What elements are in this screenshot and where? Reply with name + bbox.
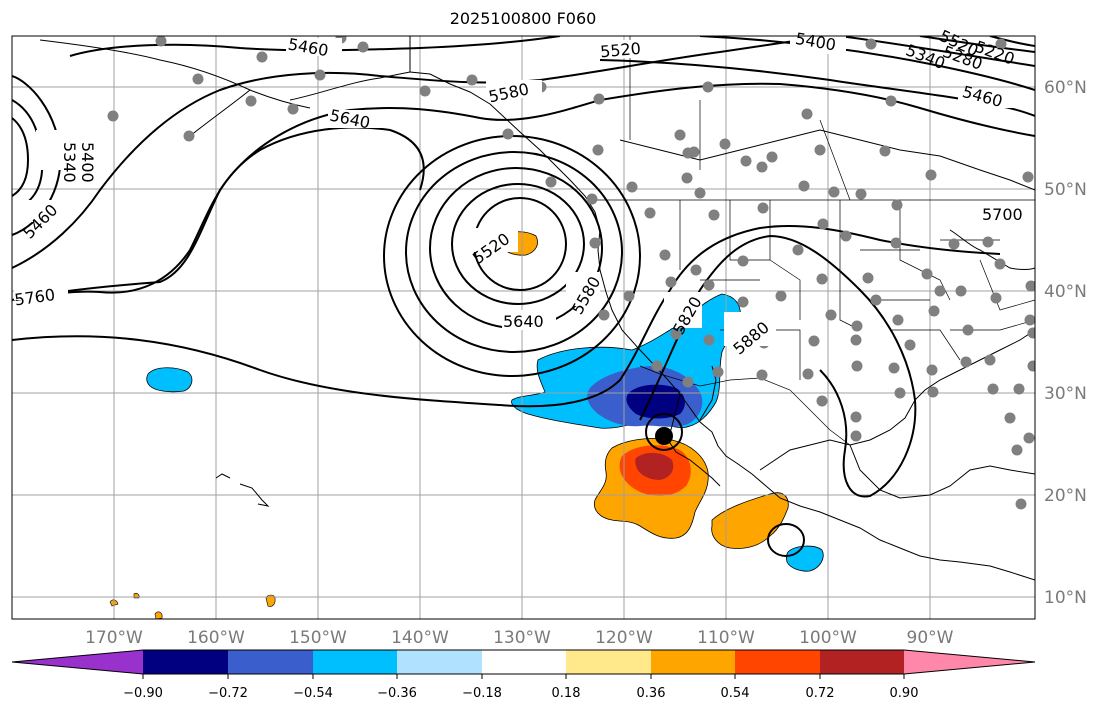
colorbar-extend-high: [904, 650, 1035, 674]
coastlines: [39, 36, 1035, 581]
station-markers: [107, 36, 1035, 510]
colorbar-tick-label: −0.36: [377, 686, 417, 701]
lat-label: 30°N: [1044, 384, 1087, 404]
colorbar-tick-label: 0.36: [637, 686, 666, 701]
lat-label: 50°N: [1044, 180, 1087, 200]
lon-label: 140°W: [391, 628, 449, 648]
latitude-labels: 60°N 50°N 40°N 30°N 20°N 10°N: [1044, 78, 1087, 608]
contour-label: 5340: [60, 142, 79, 183]
map-title: 2025100800 F060: [449, 9, 597, 28]
colorbar-tick-label: −0.72: [208, 686, 248, 701]
negative-anomaly-small-2: [785, 545, 824, 572]
lon-label: 100°W: [799, 628, 857, 648]
lat-label: 20°N: [1044, 486, 1087, 506]
colorbar: −0.90 −0.72 −0.54 −0.36 −0.18 0.18 0.36 …: [11, 649, 1036, 701]
lat-label: 10°N: [1044, 588, 1087, 608]
colorbar-segment: [143, 650, 228, 674]
colorbar-segment: [651, 650, 735, 674]
lat-label: 40°N: [1044, 282, 1087, 302]
colorbar-segment: [482, 650, 566, 674]
contour-label: 5700: [982, 205, 1023, 224]
positive-anomaly-tiny-1: [265, 594, 276, 607]
positive-anomaly-tiny-4: [154, 611, 163, 619]
colorbar-tick-label: 0.18: [552, 686, 581, 701]
colorbar-tick-label: −0.18: [462, 686, 502, 701]
lon-label: 130°W: [493, 628, 551, 648]
colorbar-segment: [820, 650, 904, 674]
colorbar-tick-label: 0.72: [806, 686, 835, 701]
lat-label: 60°N: [1044, 78, 1087, 98]
colorbar-tick-label: −0.54: [293, 686, 333, 701]
colorbar-extend-low: [12, 650, 143, 674]
colorbar-segment: [735, 650, 820, 674]
colorbar-segment: [397, 650, 482, 674]
colorbar-segment: [228, 650, 313, 674]
positive-anomaly-core-2: [635, 452, 674, 480]
contour-label: 5520: [599, 39, 641, 61]
longitude-labels: 170°W 160°W 150°W 140°W 130°W 120°W 110°…: [85, 628, 954, 648]
lon-label: 90°W: [907, 628, 954, 648]
contour-label: 5400: [78, 142, 97, 183]
storm-center-marker: [655, 427, 673, 445]
colorbar-tick-label: 0.54: [721, 686, 750, 701]
lon-label: 160°W: [187, 628, 245, 648]
colorbar-tick-label: 0.90: [890, 686, 919, 701]
map-frame: [11, 35, 1036, 620]
lon-label: 170°W: [85, 628, 143, 648]
political-borders: [596, 36, 1035, 446]
lon-label: 120°W: [595, 628, 653, 648]
colorbar-segment: [313, 650, 397, 674]
colorbar-segment: [566, 650, 651, 674]
negative-anomaly-small: [146, 367, 193, 393]
contour-label: 5640: [503, 312, 544, 331]
lon-label: 150°W: [289, 628, 347, 648]
colorbar-tick-label: −0.90: [123, 686, 163, 701]
lon-label: 110°W: [697, 628, 755, 648]
